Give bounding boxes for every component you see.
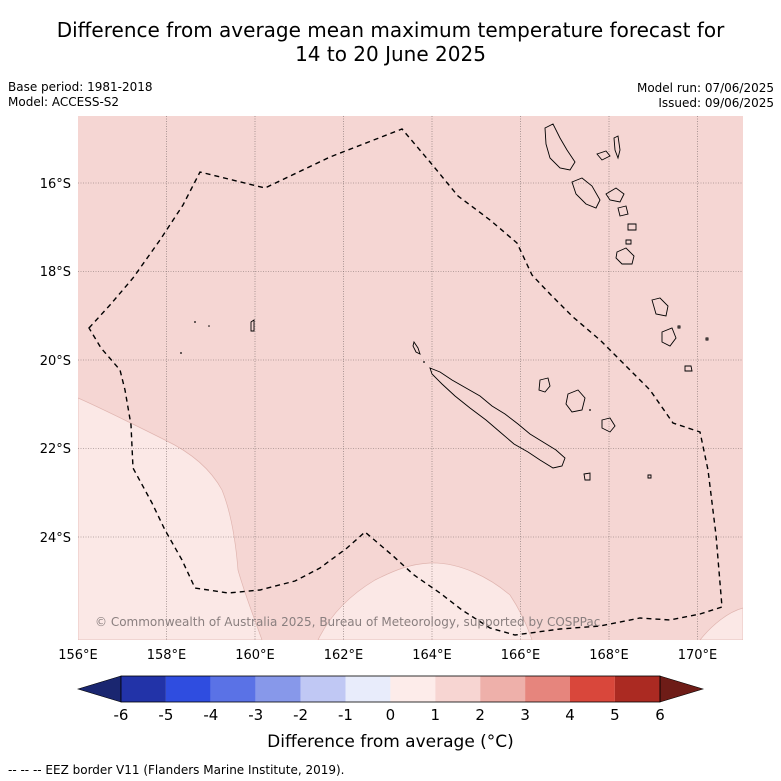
colorbar-swatch	[210, 676, 256, 702]
matthew-island-coastline	[647, 474, 652, 479]
colorbar-swatch	[435, 676, 481, 702]
hunter-island-coastline	[661, 327, 677, 347]
small-islet-c-coastline	[684, 365, 693, 372]
ile-des-pins-coastline	[583, 472, 591, 481]
lon-label: 166°E	[501, 648, 541, 663]
colorbar-tick: -3	[248, 706, 263, 724]
small-islet-e-coastline	[705, 337, 709, 341]
malekula-coastline	[571, 177, 601, 209]
lon-label: 168°E	[589, 648, 629, 663]
colorbar-label: Difference from average (°C)	[267, 732, 514, 752]
colorbar-tick: -4	[203, 706, 218, 724]
lat-label: 16°S	[40, 177, 71, 192]
anomaly-region-0-to-1-west	[78, 397, 263, 640]
colorbar-tick: -1	[338, 706, 353, 724]
espiritu-santo-coastline	[544, 123, 576, 171]
colorbar-tick: 6	[655, 706, 665, 724]
title-line-2: 14 to 20 June 2025	[295, 42, 486, 66]
colorbar-swatch	[390, 676, 436, 702]
colorbar-outline	[120, 675, 661, 703]
colorbar-swatch	[255, 676, 301, 702]
mare-coastline	[601, 417, 616, 433]
map-area: © Commonwealth of Australia 2025, Bureau…	[78, 116, 743, 640]
model-run: Model run: 07/06/2025	[636, 81, 774, 95]
base-period: Base period: 1981-2018	[8, 80, 153, 94]
colorbar-swatch	[300, 676, 346, 702]
lon-label: 162°E	[324, 648, 364, 663]
eez-legend-note: -- -- -- EEZ border V11 (Flanders Marine…	[8, 763, 345, 777]
title-line-1: Difference from average mean maximum tem…	[56, 18, 725, 42]
copyright-notice: © Commonwealth of Australia 2025, Bureau…	[95, 615, 600, 629]
colorbar-high-extend	[659, 675, 705, 703]
anomaly-region-0-to-1-south	[317, 562, 533, 640]
colorbar-swatch	[345, 676, 391, 702]
colorbar-tick: 5	[610, 706, 620, 724]
new-caledonia-coastline	[429, 367, 566, 469]
colorbar-swatch	[121, 676, 166, 702]
colorbar	[76, 675, 705, 703]
colorbar-tick: -5	[158, 706, 173, 724]
lat-label: 24°S	[40, 531, 71, 546]
lon-label: 160°E	[235, 648, 275, 663]
belep-islands-coastline	[412, 340, 421, 355]
colorbar-tick: 3	[520, 706, 530, 724]
graticule	[78, 116, 743, 640]
ouvea-coastline	[538, 377, 551, 393]
efate-coastline	[605, 187, 625, 203]
colorbar-swatch	[165, 676, 211, 702]
colorbar-tick: -2	[293, 706, 308, 724]
issued-date: Issued: 09/06/2025	[658, 96, 774, 110]
coastlines	[250, 123, 709, 481]
chesterfield-islands-coastline	[250, 319, 255, 332]
lon-label: 170°E	[678, 648, 718, 663]
small-island-b-coastline	[625, 239, 632, 245]
maewo-coastline	[613, 135, 621, 160]
colorbar-swatch	[525, 676, 570, 702]
ambae-coastline	[596, 150, 611, 161]
metadata-right: Model run: 07/06/2025 Issued: 09/06/2025	[637, 81, 774, 111]
lon-label: 156°E	[58, 648, 98, 663]
walpole-island-coastline	[651, 297, 669, 317]
colorbar-swatch	[570, 676, 615, 702]
anomaly-region-0-to-1-east	[699, 607, 743, 640]
reef-dots	[180, 321, 591, 411]
map-title: Difference from average mean maximum tem…	[0, 18, 781, 66]
colorbar-tick: 1	[431, 706, 441, 724]
tanna-coastline	[615, 247, 635, 265]
colorbar-tick: 4	[565, 706, 575, 724]
lon-label: 164°E	[412, 648, 452, 663]
lon-label: 158°E	[147, 648, 187, 663]
colorbar-swatch	[480, 676, 526, 702]
colorbar-low-extend	[76, 675, 122, 703]
latitude-labels: 16°S 18°S 20°S 22°S 24°S	[40, 177, 71, 546]
colorbar-tick: 0	[386, 706, 396, 724]
lat-label: 22°S	[40, 442, 71, 457]
colorbar-tick: 2	[475, 706, 485, 724]
model-name: Model: ACCESS-S2	[8, 95, 120, 109]
small-island-a-coastline	[627, 223, 637, 231]
small-islet-d-coastline	[677, 325, 681, 329]
colorbar-swatch	[614, 676, 660, 702]
colorbar-tick: -6	[114, 706, 129, 724]
lat-label: 18°S	[40, 265, 71, 280]
metadata-left: Base period: 1981-2018 Model: ACCESS-S2	[8, 80, 153, 110]
longitude-labels: 156°E 158°E 160°E 162°E 164°E 166°E 168°…	[58, 648, 717, 663]
erromango-coastline	[617, 205, 629, 217]
colorbar-ticks: -6 -5 -4 -3 -2 -1 0 1 2 3 4 5 6	[114, 706, 665, 724]
lifou-coastline	[565, 389, 586, 413]
lat-label: 20°S	[40, 354, 71, 369]
